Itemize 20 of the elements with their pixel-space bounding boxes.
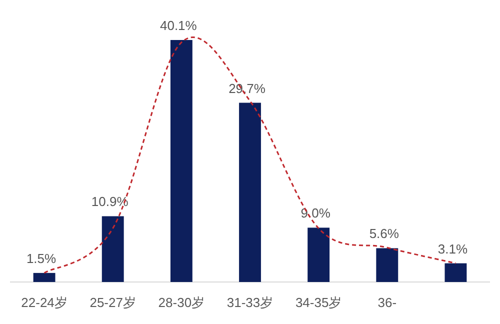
bar <box>376 248 398 282</box>
x-tick-label: 31-33岁 <box>226 295 274 310</box>
data-label: 3.1% <box>438 241 468 256</box>
bar <box>102 216 124 282</box>
bar <box>444 263 467 282</box>
x-tick-label: 34-35岁 <box>295 295 342 310</box>
data-label: 29.7% <box>228 80 266 96</box>
bar <box>239 102 261 282</box>
data-label: 5.6% <box>369 226 400 242</box>
data-label: 1.5% <box>26 250 57 266</box>
x-tick-label: 36- <box>378 295 397 310</box>
bar <box>33 272 56 282</box>
data-label: 10.9% <box>91 194 129 210</box>
data-label: 40.1% <box>160 18 198 33</box>
x-tick-label: 25-27岁 <box>90 295 136 310</box>
x-tick-label: 22-24岁 <box>21 295 68 310</box>
data-label: 9.0% <box>300 206 331 221</box>
bar <box>308 228 330 282</box>
x-tick-label: 28-30岁 <box>158 295 205 310</box>
bar <box>170 40 192 282</box>
